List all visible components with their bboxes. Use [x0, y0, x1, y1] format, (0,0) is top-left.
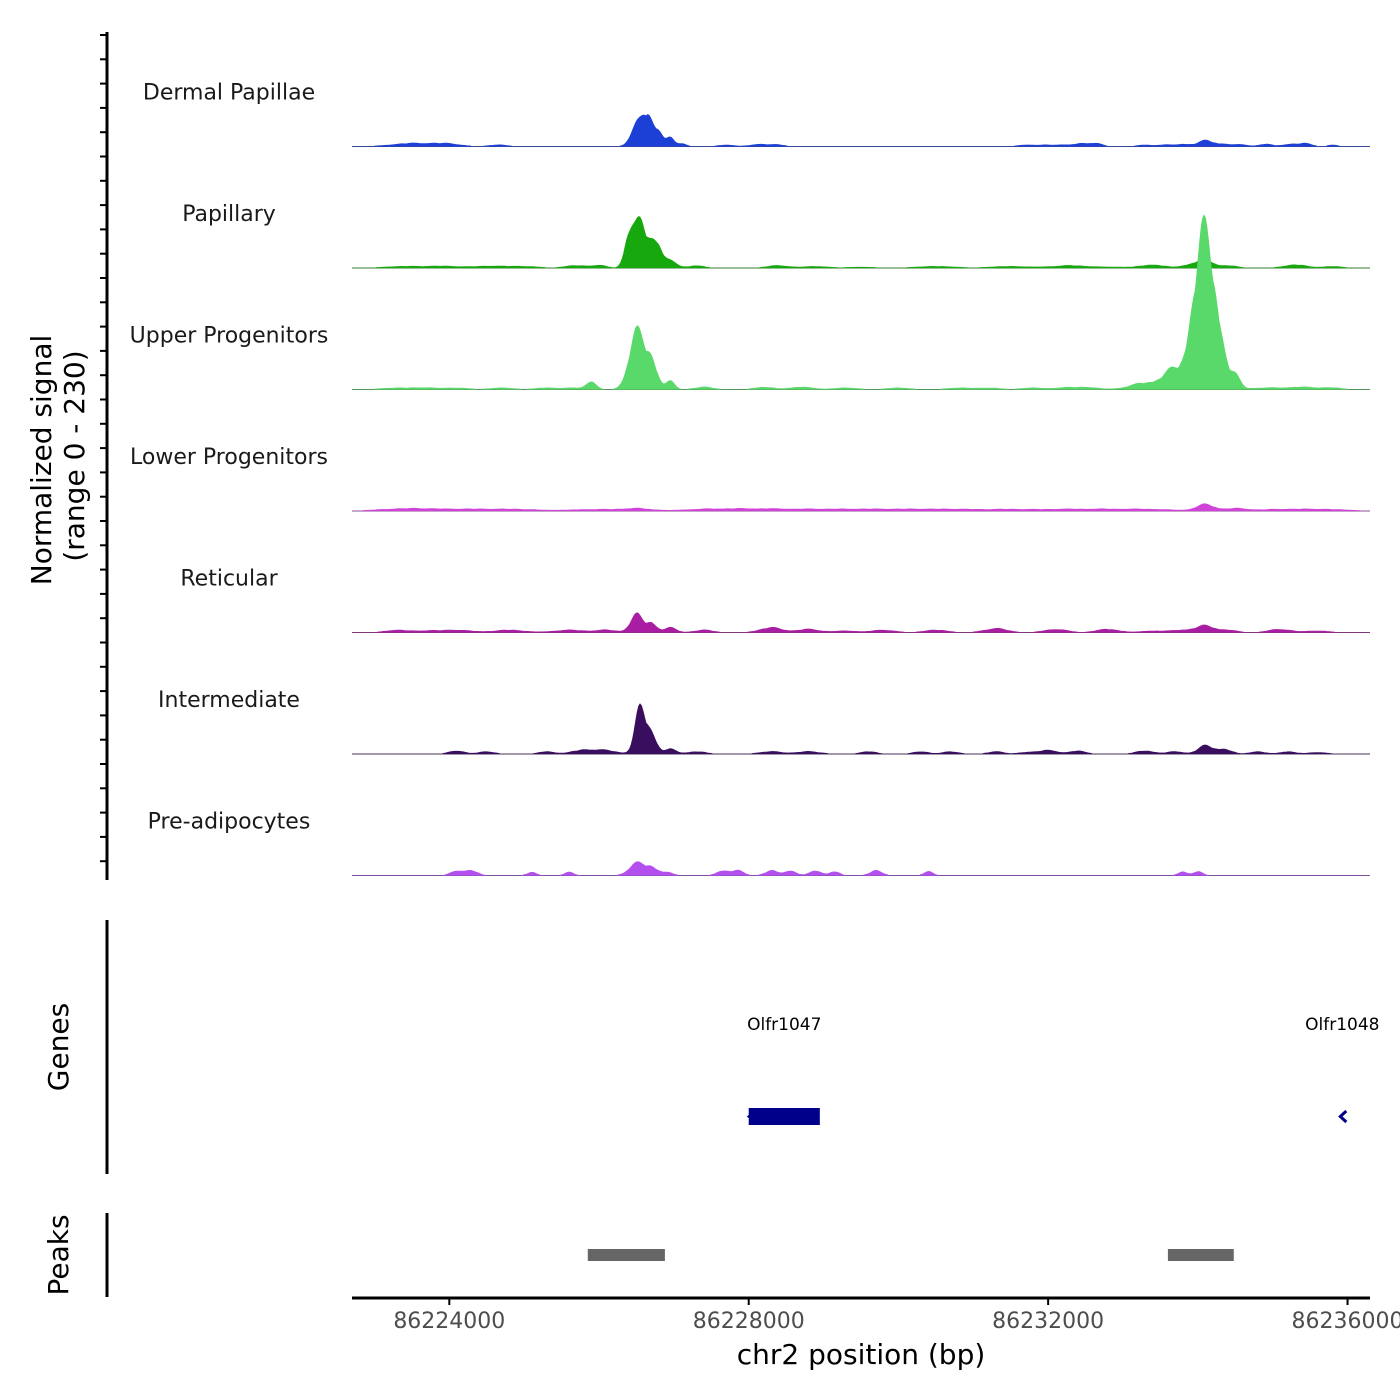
x-tick-label: 86236000	[1292, 1309, 1400, 1334]
track-signal-area	[352, 861, 1370, 876]
track-label: Papillary	[182, 202, 276, 227]
gene-label: Olfr1047	[747, 1015, 821, 1035]
gene-strand-arrow	[746, 1112, 753, 1121]
y-axis-title: Normalized signal	[25, 335, 58, 586]
track-signal-area	[352, 216, 1370, 269]
gene-0: Olfr1047	[746, 1015, 821, 1125]
track-label: Pre-adipocytes	[148, 810, 311, 835]
gene-label: Olfr1048	[1305, 1015, 1379, 1035]
track-signal-area	[352, 503, 1370, 512]
signal-tracks: Dermal Papillae Papillary Upper Progenitor…	[130, 81, 1370, 876]
track-label: Upper Progenitors	[130, 324, 329, 349]
track-5: Intermediate	[158, 688, 1370, 755]
track-signal-area	[352, 214, 1370, 390]
track-label: Lower Progenitors	[130, 445, 328, 470]
track-1: Papillary	[182, 202, 1370, 269]
y-axis-range: (range 0 - 230)	[58, 350, 91, 561]
track-signal-area	[352, 114, 1370, 147]
track-signal-area	[352, 703, 1370, 755]
track-3: Lower Progenitors	[130, 445, 1370, 512]
x-tick-label: 86228000	[693, 1309, 805, 1334]
track-0: Dermal Papillae	[143, 81, 1370, 147]
genes-panel-title: Genes	[42, 1003, 75, 1091]
x-axis-ticks: 86224000 86228000 86232000 86236000	[393, 1298, 1400, 1334]
x-axis-title: chr2 position (bp)	[737, 1338, 986, 1371]
peak-region-0	[587, 1249, 665, 1261]
peaks-panel-title: Peaks	[42, 1214, 75, 1295]
track-signal-area	[352, 612, 1370, 633]
peak-regions	[587, 1249, 1234, 1261]
x-tick-label: 86232000	[992, 1309, 1104, 1334]
gene-1: Olfr1048	[1305, 1015, 1379, 1124]
track-label: Reticular	[180, 567, 278, 592]
gene-strand-arrow	[1338, 1109, 1348, 1124]
track-label: Dermal Papillae	[143, 81, 315, 106]
track-label: Intermediate	[158, 688, 300, 713]
track-4: Reticular	[180, 567, 1370, 633]
gene-body	[748, 1108, 820, 1125]
y-axis-ticks	[100, 34, 107, 863]
gene-annotations: Olfr1047 Olfr1048	[746, 1015, 1379, 1125]
track-2: Upper Progenitors	[130, 214, 1370, 390]
x-tick-label: 86224000	[393, 1309, 505, 1334]
track-6: Pre-adipocytes	[148, 810, 1370, 876]
peak-region-1	[1167, 1249, 1234, 1261]
